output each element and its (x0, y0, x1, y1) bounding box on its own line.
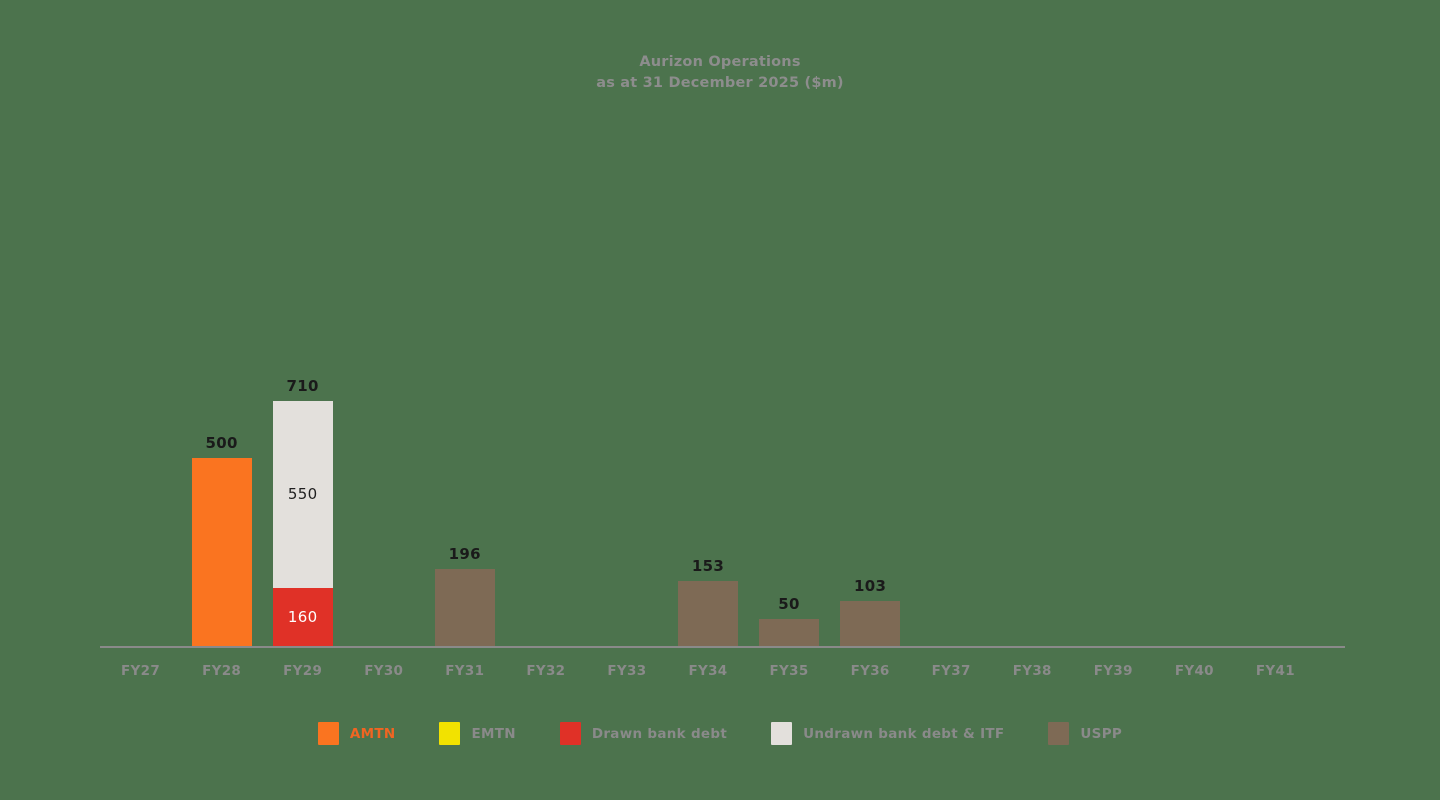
chart-title-line1: Aurizon Operations (639, 54, 801, 70)
bar-stack: 50 (759, 597, 820, 646)
x-axis-line (100, 646, 1345, 648)
x-tick-fy37: FY37 (931, 663, 971, 679)
x-tick-fy32: FY32 (526, 663, 566, 679)
bar-segment-drawn-bank-debt[interactable]: 160 (272, 588, 333, 646)
legend-label: USPP (1080, 725, 1123, 742)
legend-item-undrawn-bank-debt-itf[interactable]: Undrawn bank debt & ITF (771, 722, 1004, 745)
bar-total-label: 710 (286, 377, 319, 395)
bar-column-fy32 (505, 110, 586, 646)
bar-stack: 103 (840, 579, 901, 646)
bar-total-label: 153 (691, 557, 725, 575)
legend-swatch-icon (317, 722, 339, 745)
bar-column-fy31: 196 (424, 110, 505, 646)
x-tick-fy28: FY28 (202, 663, 242, 679)
x-tick-fy30: FY30 (364, 663, 404, 679)
legend-label: Undrawn bank debt & ITF (803, 725, 1005, 742)
x-tick-fy33: FY33 (607, 663, 647, 679)
legend-item-uspp[interactable]: USPP (1048, 722, 1122, 745)
bar-total-label: 196 (448, 545, 481, 563)
bar-segment-undrawn-bank-debt-itf[interactable]: 550 (272, 401, 333, 588)
bar-stack: 196 (434, 547, 495, 646)
bar-column-fy36: 103 (830, 110, 911, 646)
bar-segment-uspp[interactable] (434, 569, 495, 646)
x-tick-fy36: FY36 (850, 663, 890, 679)
bar-column-fy27 (100, 110, 181, 646)
legend-label: Drawn bank debt (591, 725, 728, 742)
bar-column-fy33 (586, 110, 667, 646)
chart-title: Aurizon Operations as at 31 December 202… (0, 52, 1440, 94)
bar-total-label: 50 (778, 595, 800, 613)
bar-column-fy35: 50 (749, 110, 830, 646)
legend-swatch-icon (1048, 722, 1070, 745)
legend-item-amtn[interactable]: AMTN (317, 722, 396, 745)
x-tick-fy39: FY39 (1093, 663, 1133, 679)
x-tick-fy38: FY38 (1012, 663, 1052, 679)
segment-value-label: 550 (287, 485, 318, 503)
bar-segment-uspp[interactable] (759, 619, 820, 646)
bar-column-fy30 (343, 110, 424, 646)
bar-stack: 550 160 710 (272, 379, 333, 646)
bar-column-fy37 (911, 110, 992, 646)
bar-columns: 500 550 160 710 196 153 50 103 (100, 110, 1316, 646)
x-tick-fy34: FY34 (688, 663, 728, 679)
bar-stack: 153 (677, 559, 738, 646)
legend-item-drawn-bank-debt[interactable]: Drawn bank debt (559, 722, 728, 745)
bar-total-label: 500 (205, 434, 238, 452)
bar-column-fy41 (1235, 110, 1316, 646)
legend-label: EMTN (471, 725, 516, 742)
bar-segment-amtn[interactable] (191, 458, 252, 646)
x-tick-fy35: FY35 (769, 663, 809, 679)
legend-swatch-icon (771, 722, 793, 745)
bar-column-fy38 (992, 110, 1073, 646)
legend-label: AMTN (349, 725, 396, 742)
bar-column-fy34: 153 (667, 110, 748, 646)
bar-column-fy28: 500 (181, 110, 262, 646)
x-axis-tick-labels: FY27 FY28 FY29 FY30 FY31 FY32 FY33 FY34 FY35 FY36… (100, 660, 1316, 684)
legend-item-emtn[interactable]: EMTN (439, 722, 516, 745)
legend-swatch-icon (439, 722, 461, 745)
segment-value-label: 160 (287, 607, 318, 626)
x-tick-fy29: FY29 (283, 663, 323, 679)
bar-segment-uspp[interactable] (677, 581, 738, 646)
bar-column-fy40 (1154, 110, 1235, 646)
bar-segment-uspp[interactable] (840, 601, 901, 646)
bar-total-label: 103 (853, 577, 887, 595)
x-tick-fy41: FY41 (1255, 663, 1295, 679)
x-tick-fy40: FY40 (1174, 663, 1214, 679)
x-tick-fy27: FY27 (121, 663, 161, 679)
bar-column-fy29: 550 160 710 (262, 110, 343, 646)
bar-stack: 500 (191, 436, 252, 646)
x-tick-fy31: FY31 (445, 663, 485, 679)
chart-legend: AMTN EMTN Drawn bank debt Undrawn bank debt… (0, 722, 1440, 745)
bar-column-fy39 (1073, 110, 1154, 646)
legend-swatch-icon (559, 722, 581, 745)
chart-title-subtitle: as at 31 December 2025 ($m) (596, 75, 844, 91)
